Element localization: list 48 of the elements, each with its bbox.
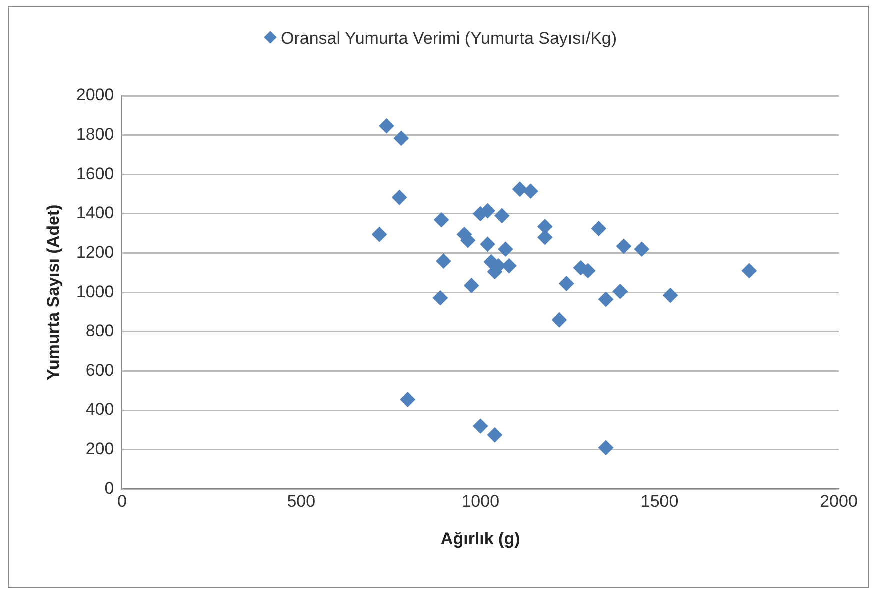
point <box>379 118 394 134</box>
y-tick-label: 2000 <box>76 86 114 105</box>
point <box>559 276 574 292</box>
point <box>512 182 528 197</box>
x-tick-label: 500 <box>287 492 316 512</box>
point <box>663 288 678 304</box>
point <box>598 292 614 307</box>
y-tick-label: 800 <box>86 322 114 341</box>
point <box>392 190 408 206</box>
y-tick-label: 200 <box>86 440 114 459</box>
point <box>464 278 480 294</box>
point <box>612 284 628 300</box>
y-axis-title: Yumurta Sayısı (Adet) <box>44 204 63 380</box>
point <box>552 312 567 328</box>
point <box>591 221 606 236</box>
point <box>394 130 409 146</box>
legend-label: Oransal Yumurta Verimi (Yumurta Sayısı/Kg) <box>280 28 618 50</box>
point <box>434 212 450 228</box>
y-tick-label: 1000 <box>76 282 114 302</box>
point <box>598 440 614 456</box>
y-tick-label: 1600 <box>76 164 114 184</box>
point <box>538 219 553 234</box>
x-axis-title: Ağırlık (g) <box>440 529 520 548</box>
point <box>436 254 452 269</box>
point <box>480 236 496 252</box>
y-tick-label: 1200 <box>76 242 114 262</box>
point <box>372 227 388 242</box>
y-tick-label: 400 <box>86 400 114 420</box>
point <box>634 242 650 257</box>
point <box>498 242 514 257</box>
y-tick-label: 600 <box>86 360 114 380</box>
x-tick-label: 1000 <box>462 492 500 512</box>
point <box>494 208 510 224</box>
y-tick-label: 1800 <box>76 125 114 144</box>
x-tick-label: 0 <box>117 492 127 512</box>
y-tick-label: 1400 <box>76 204 114 223</box>
y-tick-label: 0 <box>104 478 114 498</box>
point <box>742 263 757 278</box>
point <box>538 230 553 246</box>
point <box>616 238 632 254</box>
point <box>473 418 488 434</box>
point <box>523 184 538 199</box>
point <box>400 392 416 408</box>
point <box>502 258 517 274</box>
point <box>487 428 502 443</box>
x-tick-label: 1500 <box>640 492 679 512</box>
point <box>432 290 448 306</box>
x-tick-label: 2000 <box>820 492 858 512</box>
